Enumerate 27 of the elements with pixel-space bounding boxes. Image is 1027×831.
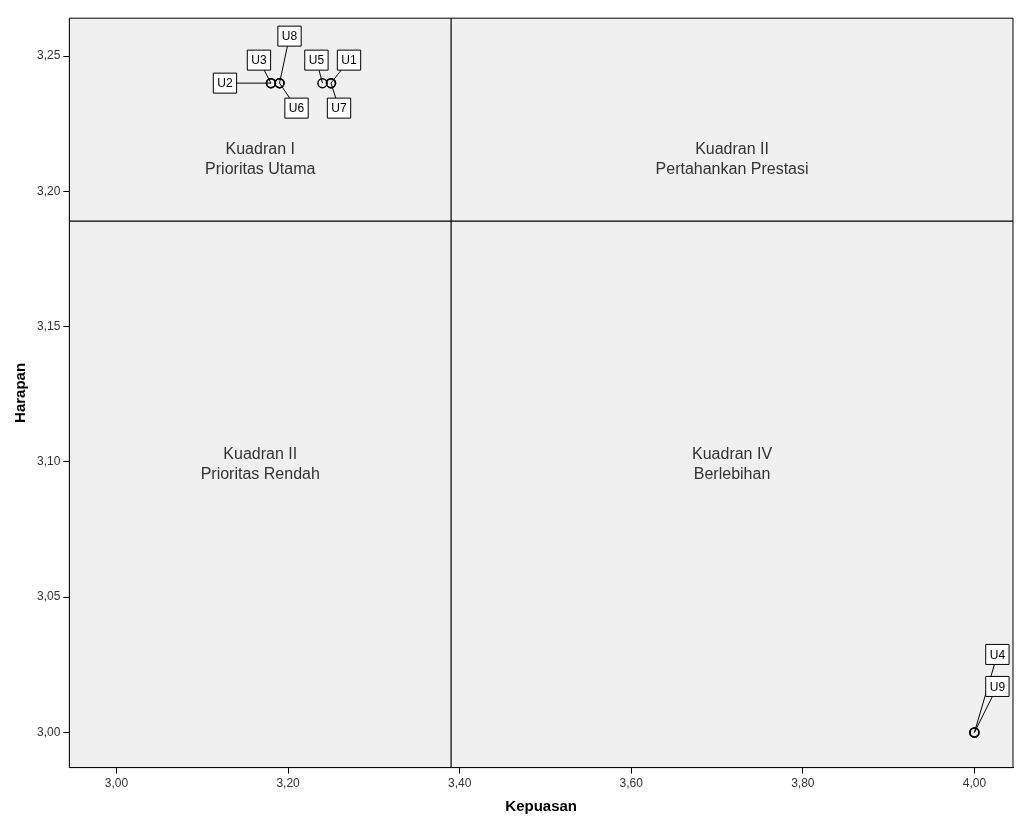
y-tick-label: 3,15 <box>37 318 61 333</box>
annotation: U6 <box>288 101 305 116</box>
x-tick-label: 3,60 <box>619 776 644 791</box>
y-tick-label: 3,25 <box>37 48 61 63</box>
x-tick-label: 3,80 <box>791 776 815 791</box>
y-tick-label: 3,10 <box>37 454 61 469</box>
annotation: U4 <box>989 647 1006 662</box>
x-tick-label: 3,00 <box>104 776 129 791</box>
annotation: U7 <box>331 101 347 116</box>
y-axis-title: Harapan <box>11 362 29 423</box>
annotation: U1 <box>341 53 357 68</box>
y-tick-label: 3,05 <box>37 589 61 604</box>
annotation: U9 <box>989 679 1006 694</box>
annotation: U8 <box>281 29 298 44</box>
x-axis-title: Kepuasan <box>505 797 578 815</box>
x-tick-label: 4,00 <box>962 776 987 791</box>
x-tick-label: 3,20 <box>276 776 301 791</box>
x-tick-label: 3,40 <box>448 776 472 791</box>
annotation: Kuadran II Prioritas Rendah <box>200 444 320 482</box>
annotation: U2 <box>217 76 233 91</box>
annotation: Kuadran IV Berlebihan <box>692 444 773 482</box>
annotation: Kuadran I Prioritas Utama <box>205 140 316 178</box>
annotation: Kuadran II Pertahankan Prestasi <box>655 140 809 178</box>
annotation: U5 <box>308 53 325 68</box>
annotation: U3 <box>251 53 267 68</box>
y-tick-label: 3,00 <box>37 724 61 739</box>
y-tick-label: 3,20 <box>37 183 61 198</box>
